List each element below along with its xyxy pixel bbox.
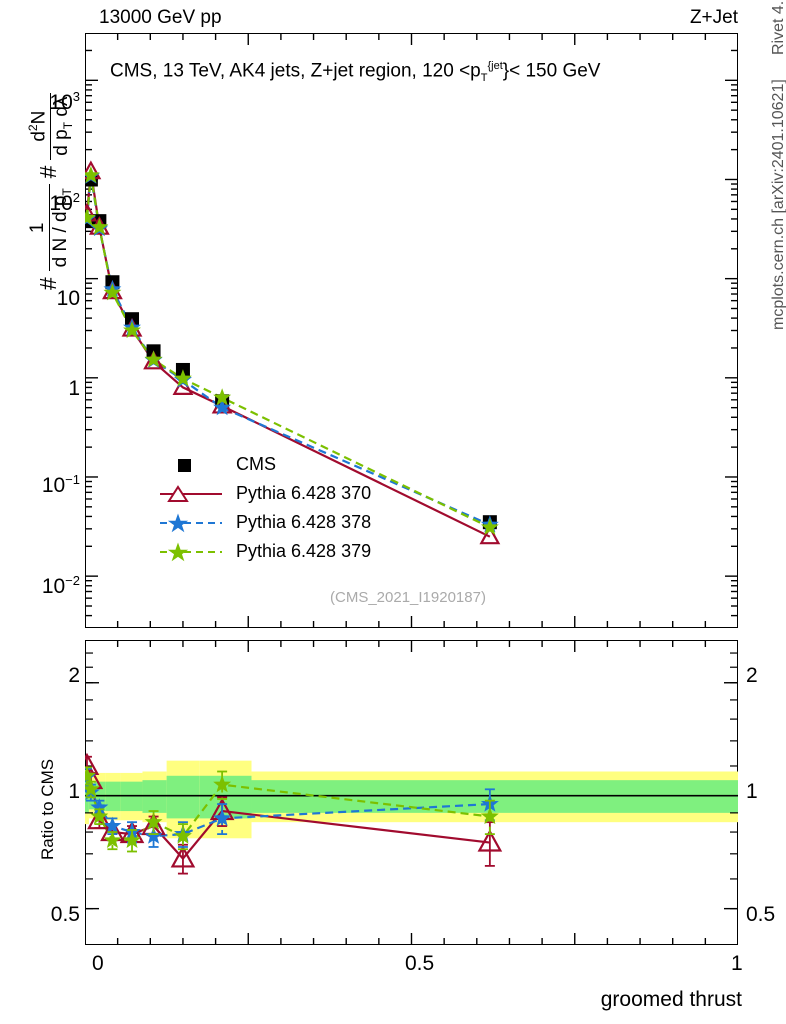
legend-key-p378	[160, 513, 222, 533]
legend-item-p370[interactable]: Pythia 6.428 370	[160, 479, 371, 508]
ratio-ytick-1-left: 1	[68, 780, 80, 803]
legend: CMS Pythia 6.428 370 Pythia 6.428 378 Py…	[160, 450, 371, 566]
plot-title-sub: T	[480, 72, 488, 85]
ratio-y-axis-label: Ratio to CMS	[38, 758, 57, 860]
mcplots-source-label: mcplots.cern.ch [arXiv:2401.10621]	[770, 79, 786, 330]
legend-label-p379: Pythia 6.428 379	[236, 541, 372, 561]
ratio-ytick-2-left: 2	[68, 664, 80, 687]
ratio-ytick-1-right: 1	[746, 780, 758, 803]
ytick-1e0: 1	[68, 377, 80, 400]
legend-label-cms: CMS	[236, 454, 276, 474]
legend-key-p379	[160, 542, 222, 562]
ratio-ytick-05-right: 0.5	[746, 903, 776, 926]
legend-item-cms[interactable]: CMS	[160, 450, 371, 479]
plot-title-sup: {jet	[487, 60, 503, 72]
legend-label-p378: Pythia 6.428 378	[236, 512, 372, 532]
legend-item-p378[interactable]: Pythia 6.428 378	[160, 508, 371, 537]
ytick-1e3: 103	[49, 89, 80, 114]
plot-title-pre: CMS, 13 TeV, AK4 jets, Z+jet region, 120…	[110, 60, 481, 82]
legend-item-p379[interactable]: Pythia 6.428 379	[160, 537, 371, 566]
ytick-1em2: 10−2	[41, 573, 80, 598]
ytick-1em1: 10−1	[41, 472, 80, 497]
header-process-label: Z+Jet	[689, 7, 738, 28]
ytick-1e2: 102	[49, 190, 80, 215]
x-axis-label: groomed thrust	[600, 988, 742, 1011]
ratio-plot-canvas	[85, 640, 738, 945]
rivet-version-label: Rivet 4.1.0, ≥ 100k events	[770, 0, 786, 55]
plot-title: CMS, 13 TeV, AK4 jets, Z+jet region, 120…	[110, 60, 600, 84]
ytick-1e1: 10	[56, 287, 80, 310]
legend-label-p370: Pythia 6.428 370	[236, 483, 372, 503]
xtick-0: 0	[92, 952, 104, 975]
legend-key-p370	[160, 484, 222, 504]
main-plot-canvas	[85, 33, 738, 628]
xtick-1: 1	[731, 952, 743, 975]
ratio-ytick-05-left: 0.5	[50, 903, 80, 926]
ratio-ytick-2-right: 2	[746, 664, 758, 687]
analysis-watermark: (CMS_2021_I1920187)	[330, 589, 486, 606]
header-beam-label: 13000 GeV pp	[99, 7, 222, 28]
legend-key-cms	[160, 455, 222, 475]
plot-title-post: }< 150 GeV	[502, 60, 601, 82]
xtick-05: 0.5	[405, 952, 435, 975]
